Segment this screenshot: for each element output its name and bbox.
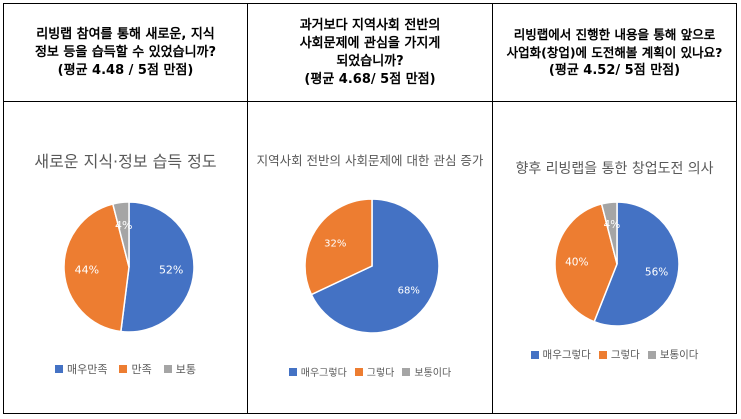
legend-label: 만족 <box>131 363 152 376</box>
legend-item: 보통이다 <box>647 347 699 362</box>
legend-item: 매우그렇다 <box>288 364 347 379</box>
question-line: 리빙랩에서 진행한 내용을 통해 앞으로 <box>513 26 716 42</box>
legend-label: 매우그렇다 <box>542 349 591 361</box>
data-label: 4% <box>604 219 621 231</box>
question-average: (평균 4.48 / 5점 만점) <box>57 62 194 78</box>
column-divider <box>492 4 493 413</box>
data-label: 32% <box>324 239 346 250</box>
legend-label: 그렇다 <box>610 349 640 361</box>
pie-slice-1 <box>593 201 680 327</box>
legend-label: 매우그렇다 <box>300 368 347 379</box>
data-label: 68% <box>398 285 420 296</box>
chart-legend: 매우그렇다 그렇다 보통이다 <box>493 347 736 362</box>
legend-swatch <box>530 350 539 359</box>
chart-panel-1: 새로운 지식·정보 습득 정도 52% 44% 4% 매우만족 만족 보통 <box>4 102 247 414</box>
row-divider <box>4 101 736 102</box>
pie-slice-1 <box>310 198 440 334</box>
legend-label: 보통 <box>175 363 196 376</box>
legend-swatch <box>598 350 607 359</box>
pie-slice-3 <box>600 201 618 265</box>
legend-item: 매우만족 <box>55 361 107 377</box>
pie-slice-2 <box>63 203 130 333</box>
legend-item: 매우그렇다 <box>530 347 591 362</box>
chart-panel-3: 향후 리빙랩을 통한 창업도전 의사 56% 40% 4% 매우그렇다 그렇다 보통… <box>493 102 736 414</box>
pie-chart-1: 52% 44% 4% <box>63 201 195 333</box>
legend-item: 만족 <box>119 361 152 377</box>
data-label: 4% <box>115 219 132 232</box>
pie-slice-2 <box>554 203 618 323</box>
legend-item: 그렇다 <box>354 364 395 379</box>
question-cell-3: 리빙랩에서 진행한 내용을 통해 앞으로 사업화(창업)에 도전해볼 계획이 있… <box>493 4 736 101</box>
question-cell-1: 리빙랩 참여를 통해 새로운, 지식 정보 등을 습득할 수 있었습니까? (평… <box>4 4 247 101</box>
chart-title: 새로운 지식·정보 습득 정도 <box>34 152 217 171</box>
legend-item: 그렇다 <box>598 347 640 362</box>
data-label: 52% <box>159 264 183 277</box>
question-average: (평균 4.68/ 5점 만점) <box>304 71 436 87</box>
pie-slice-3 <box>111 201 130 268</box>
legend-swatch <box>288 367 297 376</box>
question-cell-2: 과거보다 지역사회 전반의 사회문제에 관심을 가지게 되었습니까? (평균 4… <box>248 4 492 101</box>
chart-title: 지역사회 전반의 사회문제에 대한 관심 증가 <box>256 153 484 168</box>
column-divider <box>247 4 248 413</box>
pie-slice-1 <box>120 201 195 333</box>
question-line: 정보 등을 습득할 수 있었습니까? <box>34 44 217 60</box>
question-average: (평균 4.52/ 5점 만점) <box>548 62 681 78</box>
legend-swatch <box>402 367 411 376</box>
question-line: 리빙랩 참여를 통해 새로운, 지식 <box>36 26 215 42</box>
data-label: 56% <box>645 267 668 279</box>
question-line: 사업화(창업)에 도전해볼 계획이 있나요? <box>506 44 723 60</box>
legend-swatch <box>55 365 63 373</box>
chart-title: 향후 리빙랩을 통한 창업도전 의사 <box>515 161 714 177</box>
legend-label: 보통이다 <box>659 349 699 361</box>
pie-chart-2: 68% 32% <box>304 198 440 334</box>
question-line: 과거보다 지역사회 전반의 <box>299 17 441 33</box>
legend-item: 보통이다 <box>402 364 451 379</box>
legend-label: 그렇다 <box>366 368 395 379</box>
legend-swatch <box>119 365 128 373</box>
chart-legend: 매우그렇다 그렇다 보통이다 <box>248 364 492 379</box>
pie-slice-2 <box>304 198 373 296</box>
question-line: 되었습니까? <box>336 53 404 69</box>
data-label: 40% <box>565 256 588 268</box>
chart-legend: 매우만족 만족 보통 <box>4 361 247 377</box>
question-line: 사회문제에 관심을 가지게 <box>299 35 441 51</box>
legend-swatch <box>647 350 656 359</box>
legend-label: 매우만족 <box>67 363 108 376</box>
data-label: 44% <box>75 264 99 277</box>
legend-item: 보통 <box>163 361 196 377</box>
survey-table: 리빙랩 참여를 통해 새로운, 지식 정보 등을 습득할 수 있었습니까? (평… <box>3 3 737 414</box>
legend-swatch <box>354 367 363 376</box>
chart-panel-2: 지역사회 전반의 사회문제에 대한 관심 증가 68% 32% 매우그렇다 그렇다… <box>248 102 492 414</box>
pie-chart-3: 56% 40% 4% <box>554 201 680 327</box>
legend-swatch <box>163 365 172 373</box>
legend-label: 보통이다 <box>414 368 452 379</box>
